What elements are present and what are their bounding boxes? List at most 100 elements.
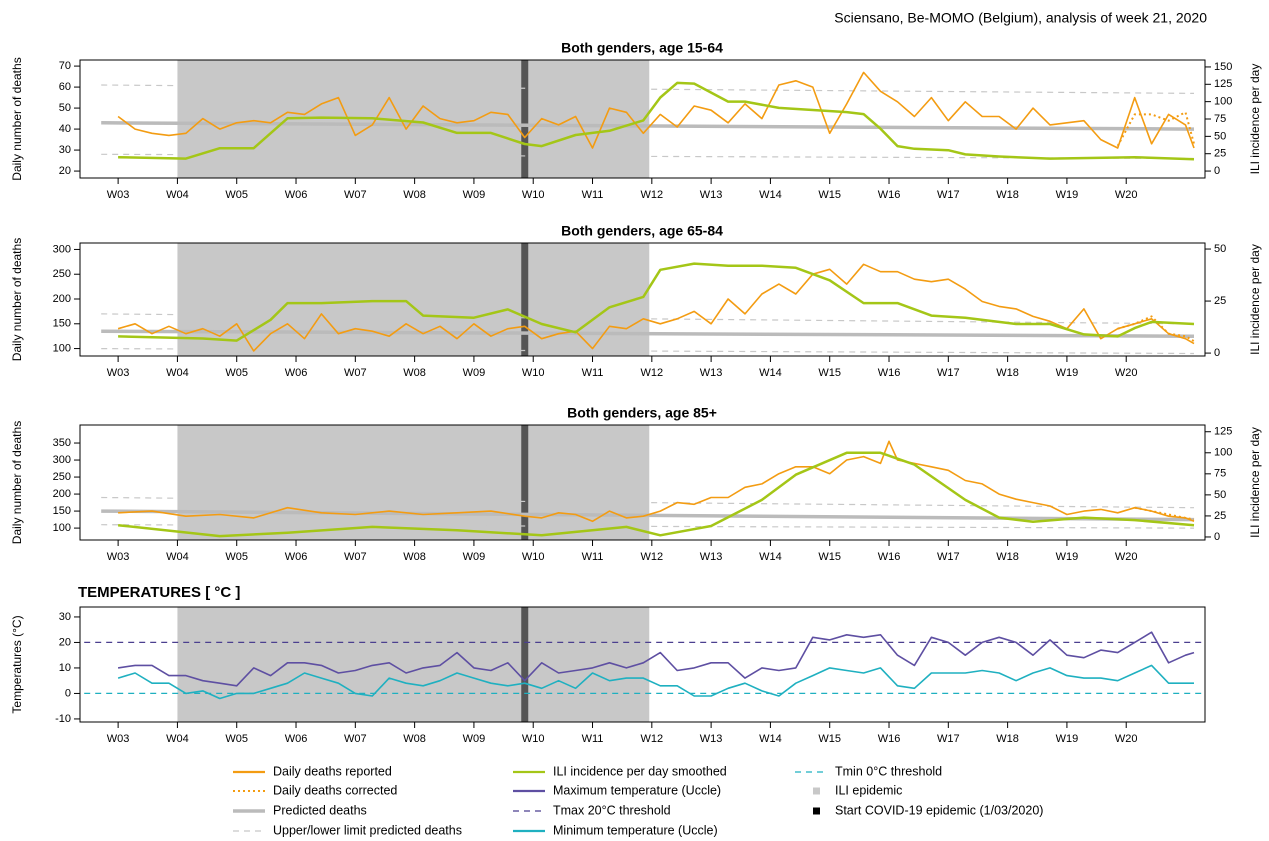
plot-frame: [79, 424, 1206, 541]
x-tick-label: W14: [759, 189, 782, 201]
x-tick-label: W10: [522, 733, 545, 745]
ili-epidemic: [177, 607, 650, 722]
y-tick-label: 300: [53, 243, 71, 255]
series-minimum: [117, 664, 1194, 700]
x-tick-label: W17: [937, 367, 960, 379]
x-tick-label: W11: [582, 551, 604, 563]
series-ili: [118, 262, 1195, 342]
panel-title: Both genders, age 15-64: [561, 40, 723, 56]
y-tick-label: 200: [53, 488, 71, 500]
y2-tick-label: 75: [1214, 113, 1226, 125]
y-tick-label: 150: [53, 318, 71, 330]
x-tick-label: W12: [641, 733, 664, 745]
x-tick-label: W15: [818, 733, 841, 745]
x-tick-label: W06: [285, 733, 308, 745]
y2-tick-label: 50: [1214, 130, 1226, 142]
x-tick-label: W05: [225, 367, 248, 379]
legend-label: Tmax 20°C threshold: [553, 803, 671, 817]
y2-tick-label: 125: [1214, 426, 1232, 438]
covid-start: [521, 607, 529, 722]
y2-tick-label: 25: [1214, 510, 1226, 522]
x-tick-label: W12: [641, 367, 664, 379]
y-tick-label: 100: [53, 342, 71, 354]
y-tick-label: 50: [59, 102, 71, 114]
covid-start: [521, 60, 529, 178]
panel-title: Both genders, age 65-84: [561, 223, 723, 239]
x-tick-label: W19: [1056, 189, 1079, 201]
x-tick-label: W12: [641, 551, 664, 563]
x-tick-label: W10: [522, 189, 545, 201]
y-tick-label: 250: [53, 268, 71, 280]
legend-label: Daily deaths reported: [273, 764, 392, 778]
header: Sciensano, Be-MOMO (Belgium), analysis o…: [834, 10, 1207, 26]
x-tick-label: W13: [700, 551, 723, 563]
x-tick-label: W08: [403, 733, 426, 745]
x-tick-label: W15: [818, 189, 841, 201]
y2-tick-label: 125: [1214, 78, 1232, 90]
x-tick-label: W15: [818, 551, 841, 563]
x-tick-label: W13: [700, 733, 723, 745]
legend-swatch: [813, 787, 820, 795]
covid-start: [521, 425, 529, 540]
y2-tick-label: 100: [1214, 447, 1232, 459]
x-tick-label: W05: [225, 733, 248, 745]
x-tick-label: W14: [759, 551, 782, 563]
series-corrected: [1116, 111, 1195, 147]
series-predicted: [101, 329, 1195, 338]
y-axis-title: Daily number of deaths: [10, 238, 24, 361]
y-tick-label: 30: [59, 611, 71, 623]
x-tick-label: W12: [641, 189, 664, 201]
x-tick-label: W05: [225, 551, 248, 563]
y2-axis-title: ILI incidence per day: [1248, 64, 1262, 175]
y2-tick-label: 0: [1214, 531, 1220, 543]
x-tick-label: W08: [403, 551, 426, 563]
x-tick-label: W16: [878, 189, 901, 201]
series-maximum: [117, 631, 1195, 687]
y-axis-title: Daily number of deaths: [10, 57, 24, 180]
x-tick-label: W14: [759, 733, 782, 745]
x-tick-label: W09: [463, 367, 486, 379]
x-tick-label: W16: [878, 551, 901, 563]
y2-tick-label: 0: [1214, 165, 1220, 177]
y2-tick-label: 25: [1214, 295, 1226, 307]
y-tick-label: 10: [59, 662, 71, 674]
x-tick-label: W10: [522, 551, 545, 563]
x-tick-label: W07: [344, 189, 367, 201]
legend-label: Start COVID-19 epidemic (1/03/2020): [835, 803, 1043, 817]
y2-tick-label: 50: [1214, 489, 1226, 501]
x-tick-label: W20: [1115, 551, 1138, 563]
covid-start: [521, 243, 529, 356]
plot-frame: [79, 59, 1206, 179]
x-tick-label: W16: [878, 367, 901, 379]
y-tick-label: 60: [59, 81, 71, 93]
legend-label: ILI incidence per day smoothed: [553, 764, 727, 778]
legend-label: Daily deaths corrected: [273, 783, 397, 797]
x-tick-label: W19: [1056, 367, 1079, 379]
x-tick-label: W08: [403, 189, 426, 201]
y-tick-label: 30: [59, 144, 71, 156]
x-tick-label: W09: [463, 733, 486, 745]
x-tick-label: W19: [1056, 733, 1079, 745]
y-tick-label: 250: [53, 471, 71, 483]
y-axis-title: Temperatures (°C): [10, 615, 24, 713]
series-reported: [117, 71, 1195, 149]
x-tick-label: W18: [996, 551, 1019, 563]
x-tick-label: W09: [463, 189, 486, 201]
x-tick-label: W07: [344, 367, 367, 379]
series-reported: [118, 440, 1195, 523]
panel-title: TEMPERATURES [ °C ]: [78, 584, 240, 601]
x-tick-label: W03: [107, 733, 130, 745]
x-tick-label: W04: [166, 189, 189, 201]
y-tick-label: 70: [59, 60, 71, 72]
y-tick-label: 350: [53, 437, 71, 449]
x-tick-label: W09: [463, 551, 486, 563]
x-tick-label: W06: [285, 367, 308, 379]
x-tick-label: W13: [700, 189, 723, 201]
series-corrected: [1134, 506, 1195, 521]
x-tick-label: W04: [166, 367, 189, 379]
y-tick-label: 20: [59, 165, 71, 177]
x-tick-label: W03: [107, 551, 130, 563]
y2-tick-label: 150: [1214, 61, 1232, 73]
y-tick-label: 40: [59, 123, 71, 135]
